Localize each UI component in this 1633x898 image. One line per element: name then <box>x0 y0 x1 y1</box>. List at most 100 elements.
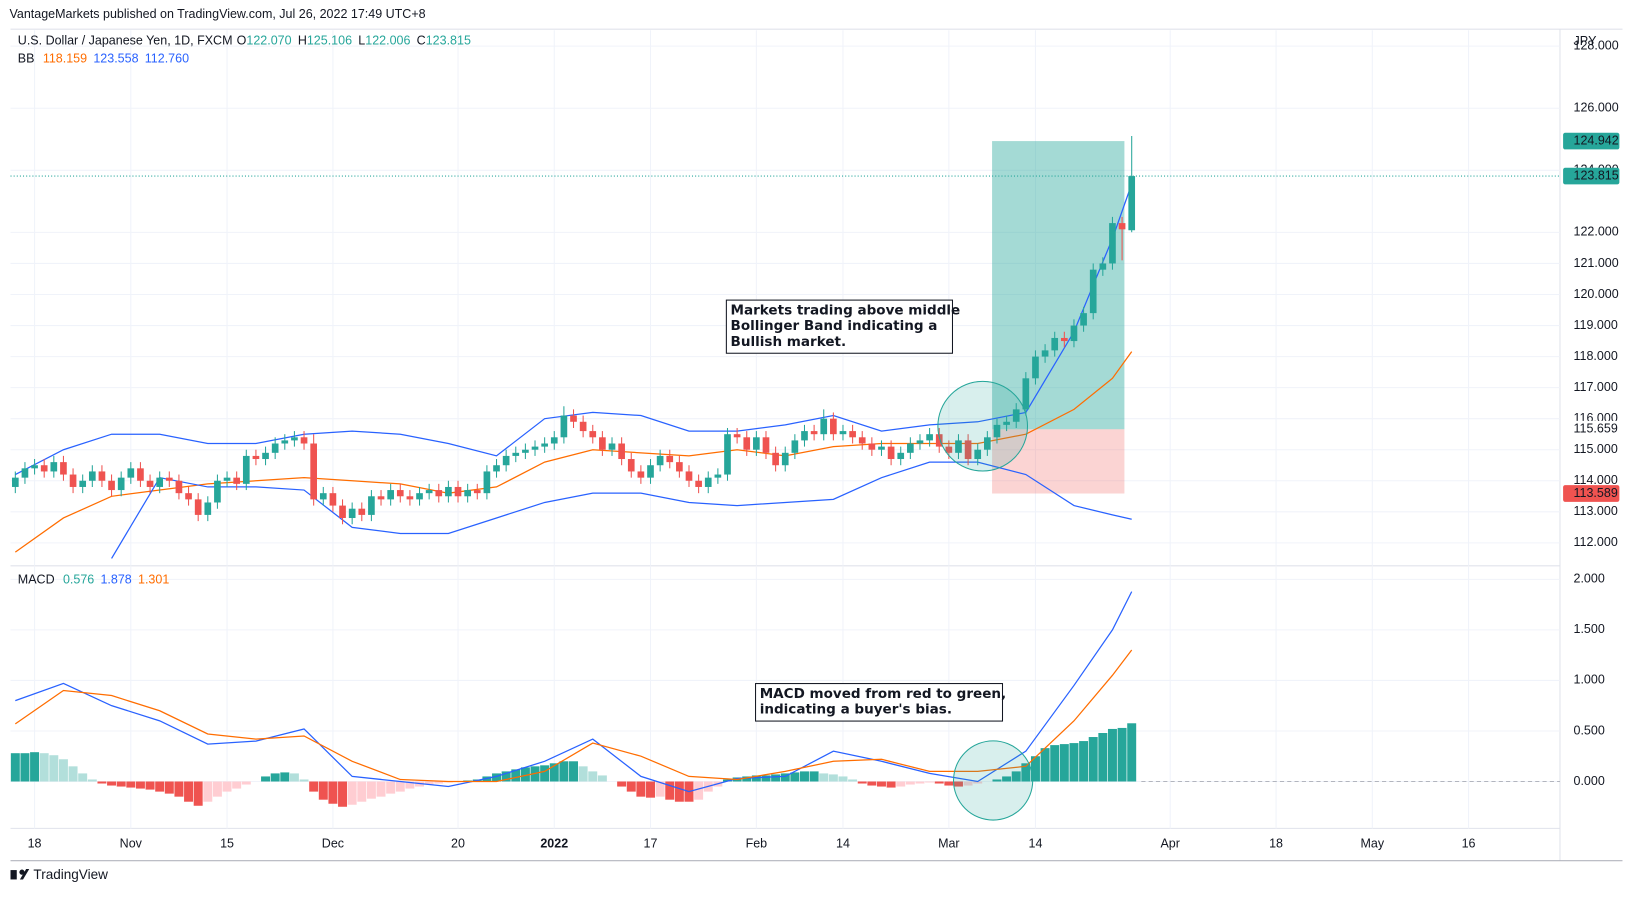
x-tick-label: 17 <box>644 836 658 850</box>
x-tick-label: 14 <box>1029 836 1043 850</box>
y-tick-label: 119.000 <box>1574 318 1618 332</box>
histogram-bar <box>1127 723 1137 782</box>
candle-body <box>223 477 231 481</box>
macd-value: 1.301 <box>138 573 169 587</box>
candle-body <box>964 440 972 460</box>
highlight-circle <box>937 380 1029 472</box>
histogram-bar <box>905 781 915 785</box>
histogram-bar <box>549 763 559 782</box>
histogram-bar <box>857 781 867 784</box>
histogram-bar <box>886 781 896 788</box>
histogram-bar <box>309 781 319 792</box>
candle-body <box>262 452 269 460</box>
loss-zone <box>992 429 1125 494</box>
candle-body <box>868 443 876 450</box>
profit-zone <box>992 141 1125 430</box>
axes: 18 Nov 15 Dec 20 2022 17 Feb 14 Mar 14 Apr 18 May 16 11… <box>28 38 1620 850</box>
candle-body <box>907 443 914 453</box>
histogram-bar <box>876 781 886 787</box>
candle-body <box>781 452 789 466</box>
candle-body <box>1089 269 1097 314</box>
histogram-bar <box>665 781 675 800</box>
candle-body <box>791 440 799 453</box>
histogram-bar <box>222 781 232 792</box>
histogram-bar <box>58 759 68 782</box>
ohlc-value: 123.815 <box>426 34 471 48</box>
x-tick-label: 16 <box>1462 836 1476 850</box>
candle-body <box>368 496 375 515</box>
symbol-legend: U.S. Dollar / Japanese Yen, 1D, FXCM O122… <box>18 34 471 48</box>
candle-body <box>935 434 943 447</box>
candle-body <box>724 434 731 475</box>
bb-name: BB <box>18 52 35 66</box>
candle-body <box>50 462 58 472</box>
histogram-bar <box>848 779 858 782</box>
series-line <box>15 183 1133 476</box>
histogram-bar <box>289 773 299 782</box>
macd-pane <box>10 591 1137 807</box>
candle-body <box>156 477 164 487</box>
candle-body <box>1080 313 1087 326</box>
histogram-bar <box>376 781 386 797</box>
histogram-bar <box>174 781 184 797</box>
target-label-bg <box>1563 132 1620 150</box>
histogram-bar <box>617 781 627 787</box>
x-tick-label: 18 <box>28 836 42 850</box>
histogram-bar <box>328 781 338 804</box>
price-pane <box>10 135 1560 559</box>
histogram-bar <box>39 753 49 782</box>
x-tick-label: 14 <box>836 836 850 850</box>
histogram-bar <box>915 781 925 784</box>
candle-body <box>772 452 779 466</box>
histogram-bar <box>800 771 809 782</box>
y-tick-label: 128.000 <box>1574 38 1619 52</box>
histogram-bar <box>405 781 415 789</box>
histogram-bar <box>318 781 328 800</box>
x-tick-label: Apr <box>1160 836 1179 850</box>
candle-body <box>531 446 539 450</box>
histogram-bar <box>867 781 877 786</box>
histogram-bar <box>78 773 88 782</box>
series-line <box>14 649 1133 783</box>
ohlc-value: 122.070 <box>246 34 291 48</box>
histogram-bar <box>944 781 954 786</box>
ohlc-value: 122.006 <box>365 34 410 48</box>
histogram-bar <box>819 773 829 782</box>
histogram-bar <box>828 774 838 782</box>
histogram-bar <box>212 781 222 797</box>
candle-body <box>146 480 154 487</box>
bb-legend: BB 118.159 123.558 112.760 <box>18 52 189 66</box>
candle-body <box>926 434 933 441</box>
stop-label: 113.589 <box>1574 486 1618 500</box>
histogram-bar <box>674 781 684 802</box>
candle-body <box>204 502 212 515</box>
candle-body <box>387 490 394 500</box>
annotation-text: MACD moved from red to green, <box>760 686 1006 702</box>
candle-body <box>310 443 317 500</box>
x-tick-label: Feb <box>746 836 768 850</box>
histogram-bar <box>963 781 973 786</box>
candle-body <box>165 477 173 481</box>
candle-body <box>493 465 500 472</box>
histogram-bar <box>1040 748 1050 782</box>
candle-body <box>1109 223 1116 264</box>
candle-body <box>291 437 298 441</box>
histogram-bar <box>164 781 174 794</box>
candle-body <box>98 471 106 481</box>
candle-body <box>522 449 529 453</box>
histogram-bar <box>1030 756 1040 782</box>
histogram-bar <box>270 773 280 782</box>
candle-body <box>454 486 462 497</box>
entry-label-bg <box>1563 420 1620 438</box>
histogram-bar <box>193 781 203 806</box>
histogram-bar <box>232 781 242 789</box>
histogram-bar <box>588 771 598 782</box>
histogram-bar <box>694 781 704 800</box>
candle-body <box>676 462 683 472</box>
histogram-bar <box>501 771 511 782</box>
candle-body <box>502 455 510 466</box>
entry-label: 115.659 <box>1574 422 1618 436</box>
candle-body <box>839 431 847 435</box>
